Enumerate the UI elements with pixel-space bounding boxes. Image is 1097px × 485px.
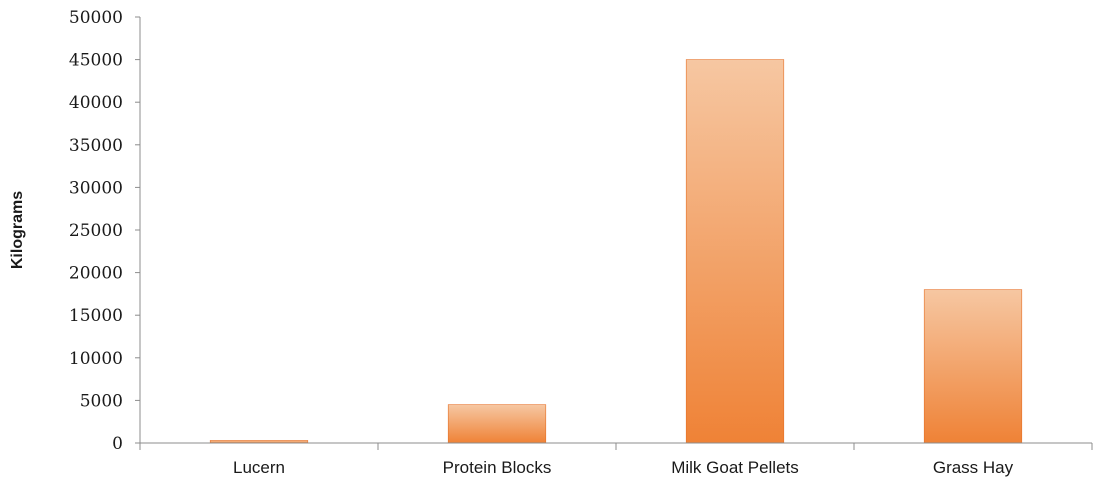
y-tick-label: 40000 [69, 93, 123, 113]
y-tick-label: 50000 [69, 8, 123, 28]
y-tick-label: 5000 [80, 391, 123, 411]
y-tick-label: 45000 [69, 51, 123, 71]
bar-protein-blocks [447, 404, 547, 444]
x-category-label: Protein Blocks [443, 458, 552, 477]
bars [209, 59, 1023, 444]
bar-grass-hay [923, 289, 1023, 444]
y-tick-label: 25000 [69, 221, 123, 241]
y-tick-label: 35000 [69, 136, 123, 156]
x-axis: Lucern Protein Blocks Milk Goat Pellets Gra… [139, 442, 1093, 477]
y-tick-label: 15000 [69, 306, 123, 326]
x-category-label: Lucern [233, 458, 285, 477]
x-category-label: Milk Goat Pellets [671, 458, 799, 477]
bar-milk-goat-pellets [685, 59, 785, 444]
y-axis: 0 5000 10000 15000 20000 25000 30000 35000 40000… [69, 8, 141, 454]
y-axis-title: Kilograms [9, 191, 26, 269]
y-tick-label: 0 [112, 434, 123, 454]
y-tick-label: 30000 [69, 178, 123, 198]
y-tick-label: 20000 [69, 264, 123, 284]
x-category-label: Grass Hay [933, 458, 1014, 477]
y-tick-label: 10000 [69, 349, 123, 369]
